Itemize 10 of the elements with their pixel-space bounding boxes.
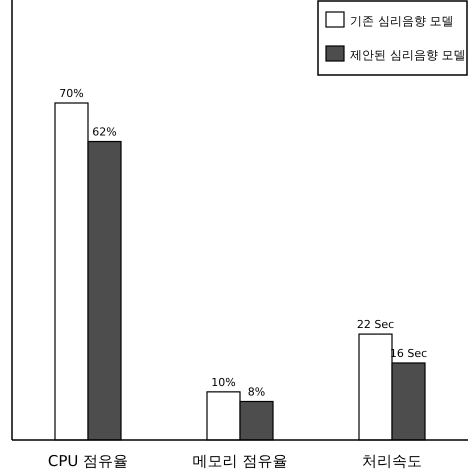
- legend-label: 기존 심리음향 모델: [350, 14, 454, 28]
- data-label: 10%: [211, 376, 236, 389]
- data-label: 8%: [248, 385, 266, 398]
- data-label: 70%: [59, 87, 84, 100]
- x-tick-label: 처리속도: [362, 452, 422, 470]
- x-tick-label: CPU 점유율: [48, 452, 128, 470]
- legend-label: 제안된 심리음향 모델: [350, 48, 466, 62]
- data-label: 22 Sec: [356, 318, 394, 332]
- x-tick-label: 메모리 점유율: [192, 452, 288, 470]
- data-label: 62%: [92, 126, 117, 139]
